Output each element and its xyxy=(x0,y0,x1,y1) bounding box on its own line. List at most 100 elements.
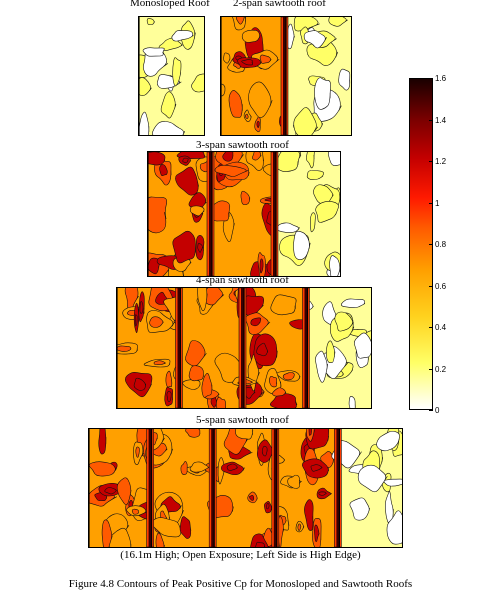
ridge-core xyxy=(177,288,181,408)
contour-region xyxy=(189,205,205,217)
contour-region xyxy=(185,429,201,438)
contour-region xyxy=(314,77,331,110)
contour-core xyxy=(269,375,278,388)
colorbar-tick-mark xyxy=(429,202,433,204)
chart-subtitle: (16.1m High; Open Exposure; Left Side is… xyxy=(120,549,361,561)
contour-region xyxy=(272,387,287,397)
contour-region xyxy=(182,379,201,390)
ridge-core xyxy=(211,429,215,547)
contour-region xyxy=(175,166,199,196)
contour-core xyxy=(282,372,295,381)
contour-core xyxy=(139,301,144,314)
contour-region xyxy=(155,532,165,547)
ridge-core xyxy=(283,17,286,135)
contour-region xyxy=(179,516,192,539)
colorbar-tick-label: 0.4 xyxy=(435,323,447,332)
contour-region xyxy=(270,294,297,316)
colorbar-tick-label: 1.6 xyxy=(435,74,447,83)
4-span-sawtooth-contour xyxy=(116,287,372,409)
ridge-core xyxy=(209,152,212,276)
contour-region xyxy=(334,311,354,332)
contour-region xyxy=(293,230,311,260)
contour-region xyxy=(386,510,402,545)
contour-region xyxy=(214,164,249,177)
contour-region xyxy=(228,90,243,118)
contour-region xyxy=(354,332,371,359)
contour-core xyxy=(210,395,217,408)
contour-region xyxy=(148,152,166,166)
contour-region xyxy=(191,73,204,93)
colorbar-tick-label: 0 xyxy=(435,406,440,415)
contour-core xyxy=(314,524,320,542)
contour-region xyxy=(248,81,273,118)
contour-region xyxy=(348,395,356,408)
ridge-core xyxy=(148,429,152,547)
contour-core xyxy=(256,121,260,129)
contour-core xyxy=(133,377,146,391)
colorbar-tick-mark xyxy=(429,368,433,370)
colorbar-tick-mark xyxy=(429,78,433,79)
contour-region xyxy=(315,201,339,223)
contour-region xyxy=(160,91,177,119)
contour-core xyxy=(256,342,269,357)
contour-core xyxy=(297,523,302,531)
contour-core xyxy=(222,152,234,162)
contour-region xyxy=(340,298,366,308)
contour-region xyxy=(180,461,188,476)
contour-region xyxy=(116,477,132,506)
colorbar-tick-mark xyxy=(429,327,433,328)
panel-label-monosloped: Monosloped Roof xyxy=(130,0,210,9)
contour-core xyxy=(308,429,312,436)
ridge-core xyxy=(241,288,244,408)
contour-region xyxy=(349,497,370,521)
colorbar-tick-mark xyxy=(429,410,433,411)
contour-core xyxy=(318,491,327,496)
contour-region xyxy=(240,190,251,206)
contour-core xyxy=(235,17,245,25)
contour-plot xyxy=(117,288,371,408)
contour-core xyxy=(104,487,117,495)
monosloped-roof-contour xyxy=(138,16,205,136)
colorbar-tick-label: 1.4 xyxy=(435,115,447,125)
contour-core xyxy=(266,502,270,510)
contour-region xyxy=(148,196,168,234)
contour-region xyxy=(201,373,213,398)
contour-region xyxy=(293,107,319,135)
contour-region xyxy=(221,83,226,97)
ridge-core xyxy=(304,288,308,408)
contour-core xyxy=(259,258,264,274)
contour-region xyxy=(306,170,324,180)
contour-core xyxy=(255,541,266,547)
contour-region xyxy=(189,461,210,473)
contour-region xyxy=(338,68,351,91)
contour-region xyxy=(188,365,204,382)
panel-label-3-span: 3-span sawtooth roof xyxy=(196,139,289,151)
contour-region xyxy=(146,18,155,25)
contour-region xyxy=(310,212,316,233)
contour-region xyxy=(139,77,152,96)
contour-region xyxy=(216,396,226,408)
colorbar-tick-mark xyxy=(429,119,433,121)
colorbar-tick-mark xyxy=(429,161,433,162)
contour-region xyxy=(152,121,186,135)
contour-region xyxy=(304,499,314,531)
contour-region xyxy=(275,152,301,172)
colorbar-tick-label: 0.8 xyxy=(435,240,447,249)
contour-core xyxy=(131,508,139,515)
contour-region xyxy=(315,350,328,383)
contour-region xyxy=(171,30,194,42)
contour-region xyxy=(101,519,113,547)
contour-plot xyxy=(221,17,351,135)
ridge-core xyxy=(336,429,340,547)
colorbar-tick-mark xyxy=(429,244,433,245)
contour-core xyxy=(149,316,164,328)
contour-region xyxy=(172,57,182,87)
contour-region xyxy=(376,430,400,452)
contour-region xyxy=(142,47,165,57)
contour-core xyxy=(244,113,249,119)
contour-core xyxy=(197,242,204,253)
contour-core xyxy=(259,54,272,64)
contour-region xyxy=(328,17,348,27)
contour-core xyxy=(135,446,140,458)
figure-caption: Figure 4.8 Contours of Peak Positive Cp … xyxy=(68,578,413,590)
